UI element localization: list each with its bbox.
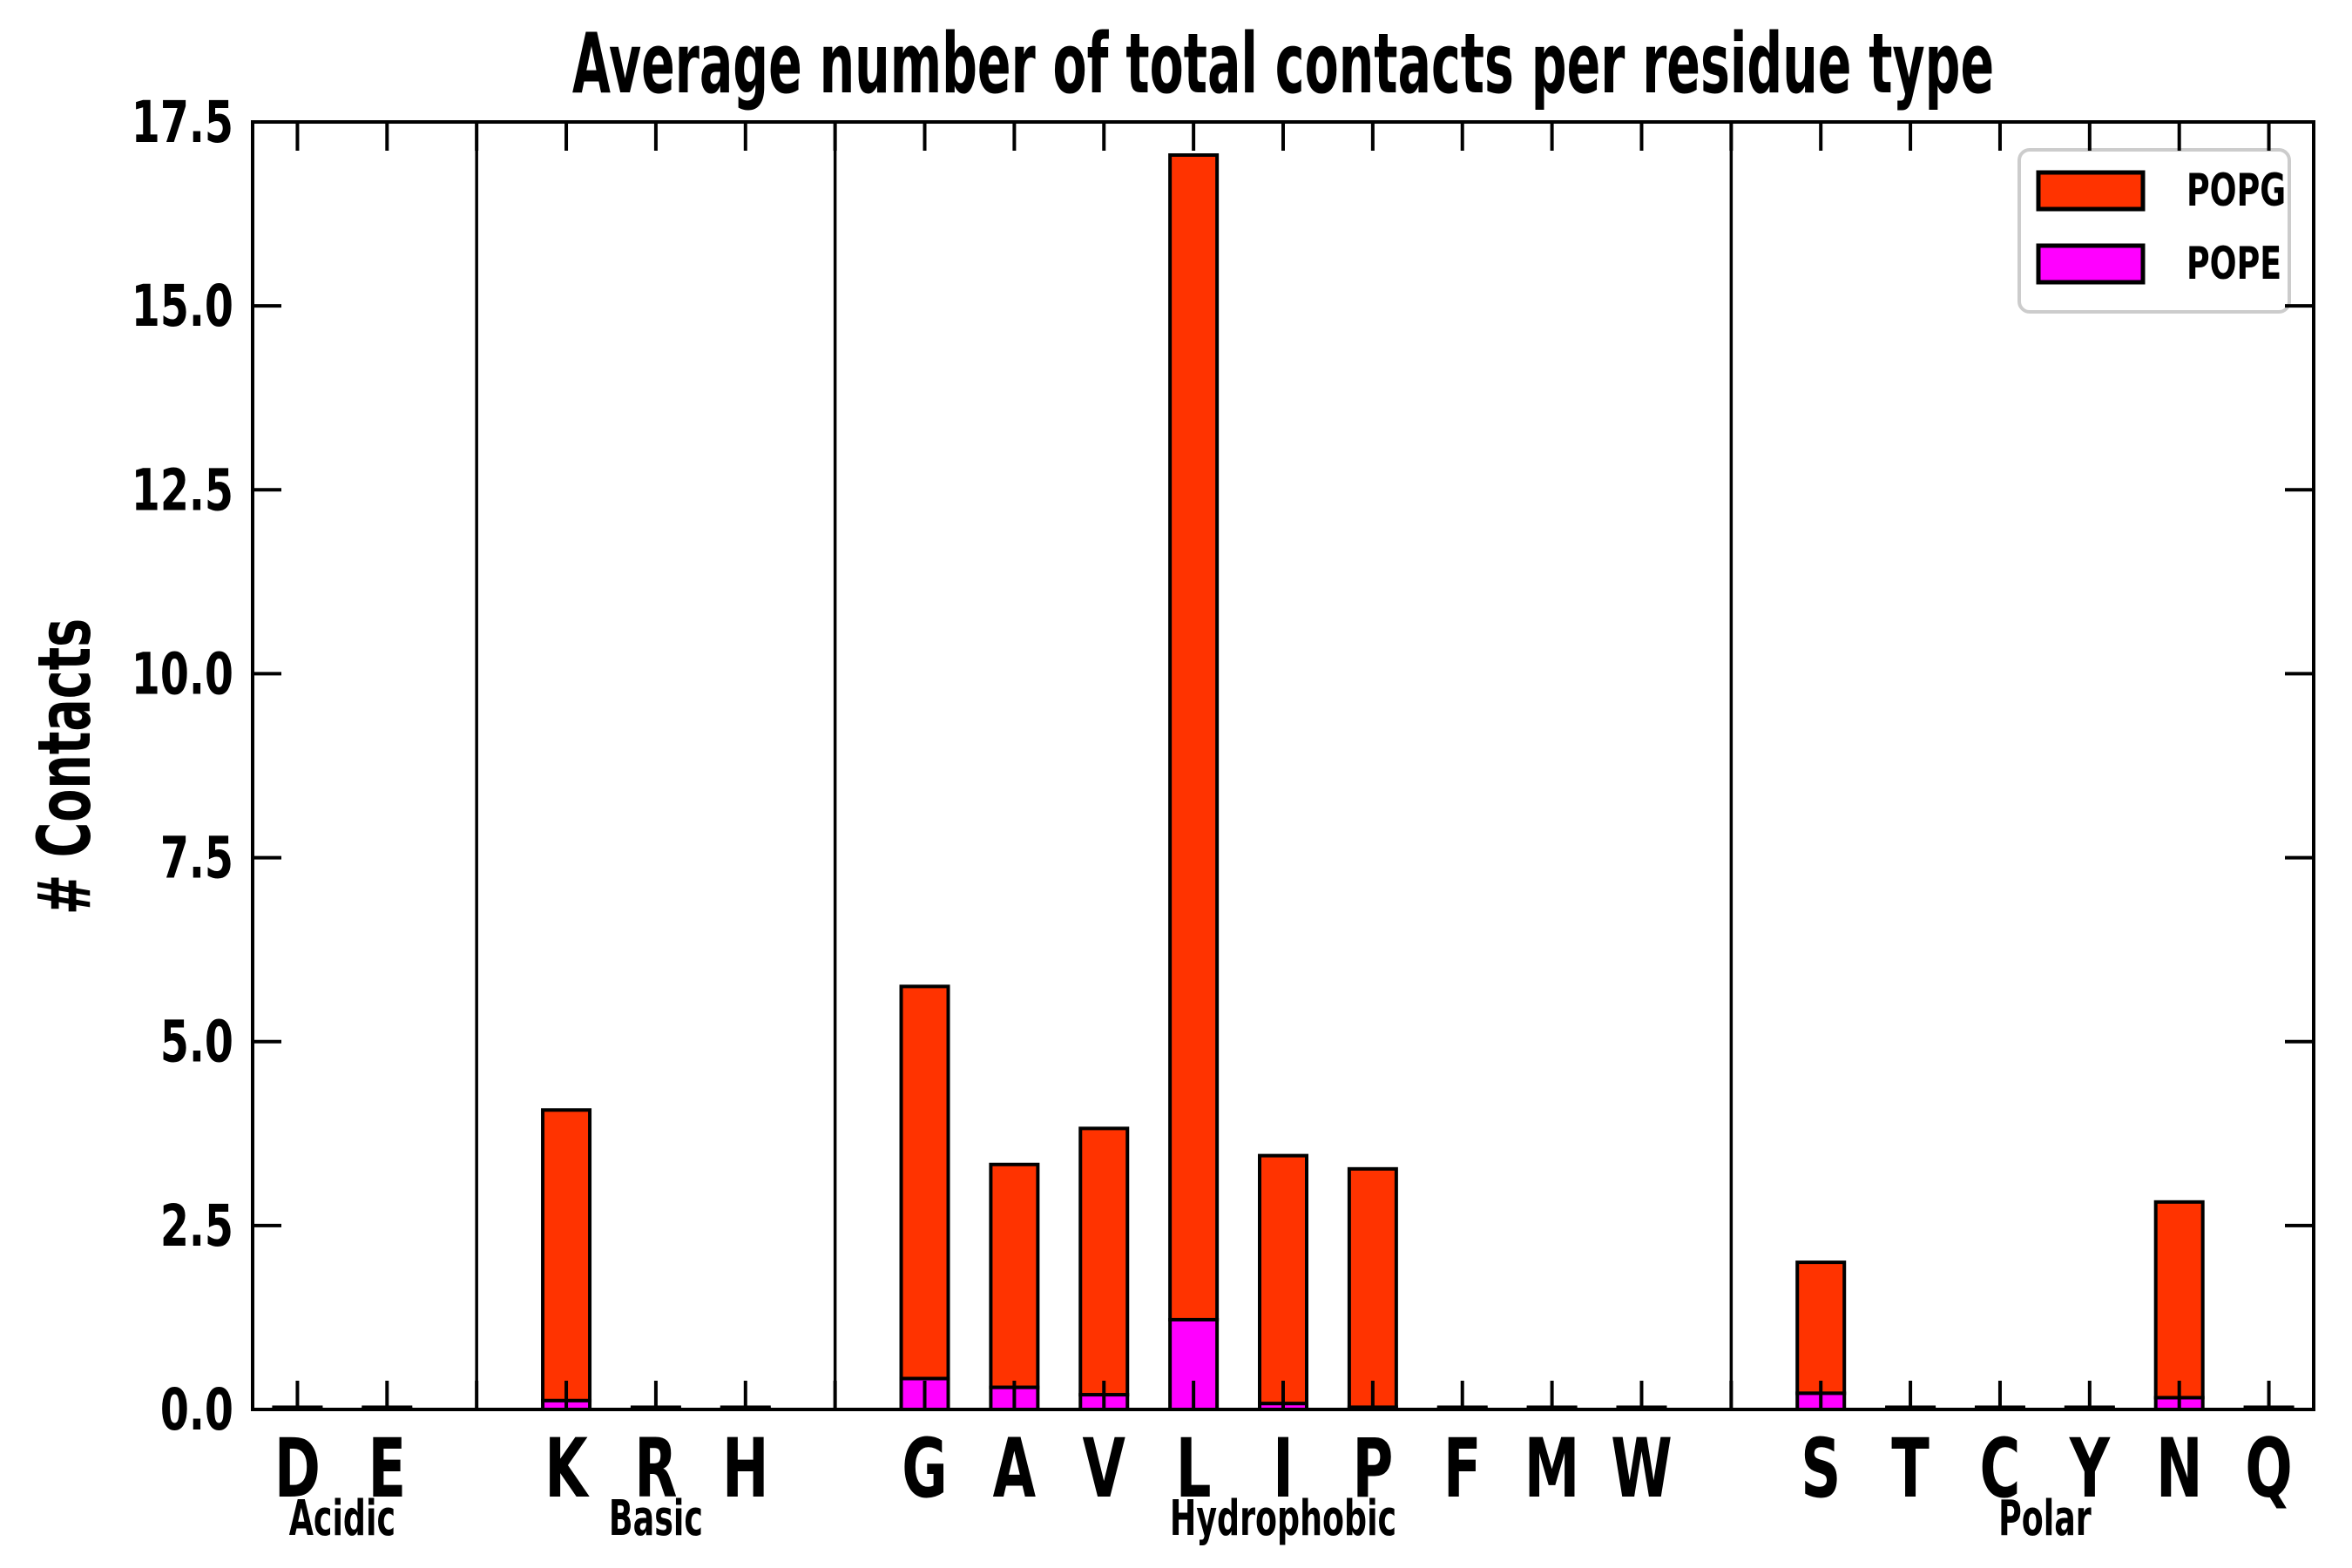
x-tick-label-W: W — [1611, 1420, 1672, 1516]
x-tick-label-P: P — [1352, 1420, 1393, 1516]
bar-popg-S — [1795, 1260, 1847, 1396]
x-tick-label-L: L — [1176, 1420, 1212, 1516]
axis-labels-layer: 0.0 2.5 5.0 7.5 10.0 12.5 15.0 17.5 D E K R H G A V L I P F… — [132, 89, 2293, 1547]
bar-popg-P — [1347, 1166, 1398, 1409]
x-tick-label-H: H — [722, 1420, 768, 1516]
ticks-layer — [253, 120, 2314, 1411]
y-tick-label: 17.5 — [132, 89, 233, 156]
y-tick-label: 5.0 — [160, 1009, 233, 1076]
x-tick-label-A: A — [993, 1420, 1036, 1516]
x-tick-label-T: T — [1891, 1420, 1930, 1516]
bar-popg-L — [1168, 153, 1220, 1321]
legend-label-popg: POPG — [2186, 163, 2286, 216]
x-tick-label-Q: Q — [2245, 1420, 2292, 1516]
legend: POPG POPE — [2036, 163, 2286, 290]
x-tick-label-E: E — [368, 1420, 406, 1516]
group-label-acidic: Acidic — [289, 1490, 395, 1547]
legend-swatch-popg — [2036, 170, 2146, 212]
x-tick-label-D: D — [274, 1420, 321, 1516]
x-tick-label-M: M — [1524, 1420, 1580, 1516]
x-tick-label-C: C — [1980, 1420, 2021, 1516]
chart-title: Average number of total contacts per res… — [572, 17, 1994, 112]
bar-popg-N — [2153, 1200, 2205, 1400]
y-axis-label: # Contacts — [22, 618, 107, 915]
bar-popg-A — [989, 1162, 1040, 1389]
x-tick-label-Y: Y — [2069, 1420, 2111, 1516]
y-tick-label: 10.0 — [132, 641, 233, 708]
x-tick-label-I: I — [1273, 1420, 1294, 1516]
y-tick-label: 15.0 — [132, 273, 233, 340]
group-label-hydrophobic: Hydrophobic — [1170, 1490, 1396, 1547]
x-tick-label-R: R — [634, 1420, 677, 1516]
bar-popg-G — [899, 984, 950, 1381]
group-dividers-layer — [475, 122, 1734, 1409]
y-tick-label: 2.5 — [160, 1193, 233, 1260]
group-label-polar: Polar — [1998, 1490, 2092, 1547]
bar-popg-K — [541, 1108, 592, 1402]
x-tick-label-V: V — [1083, 1420, 1125, 1516]
bar-popg-V — [1078, 1126, 1130, 1397]
bars-layer — [272, 153, 2295, 1412]
x-tick-label-F: F — [1443, 1420, 1482, 1516]
legend-label-pope: POPE — [2186, 236, 2281, 289]
legend-swatch-pope — [2036, 243, 2146, 285]
y-tick-label: 0.0 — [160, 1376, 233, 1443]
x-tick-label-N: N — [2156, 1420, 2202, 1516]
x-tick-label-S: S — [1801, 1420, 1841, 1516]
x-tick-label-G: G — [902, 1420, 947, 1516]
y-tick-label: 12.5 — [132, 456, 233, 524]
bar-popg-I — [1258, 1153, 1308, 1406]
x-tick-label-K: K — [544, 1420, 590, 1516]
group-label-basic: Basic — [609, 1490, 703, 1547]
y-tick-label: 7.5 — [160, 825, 233, 892]
